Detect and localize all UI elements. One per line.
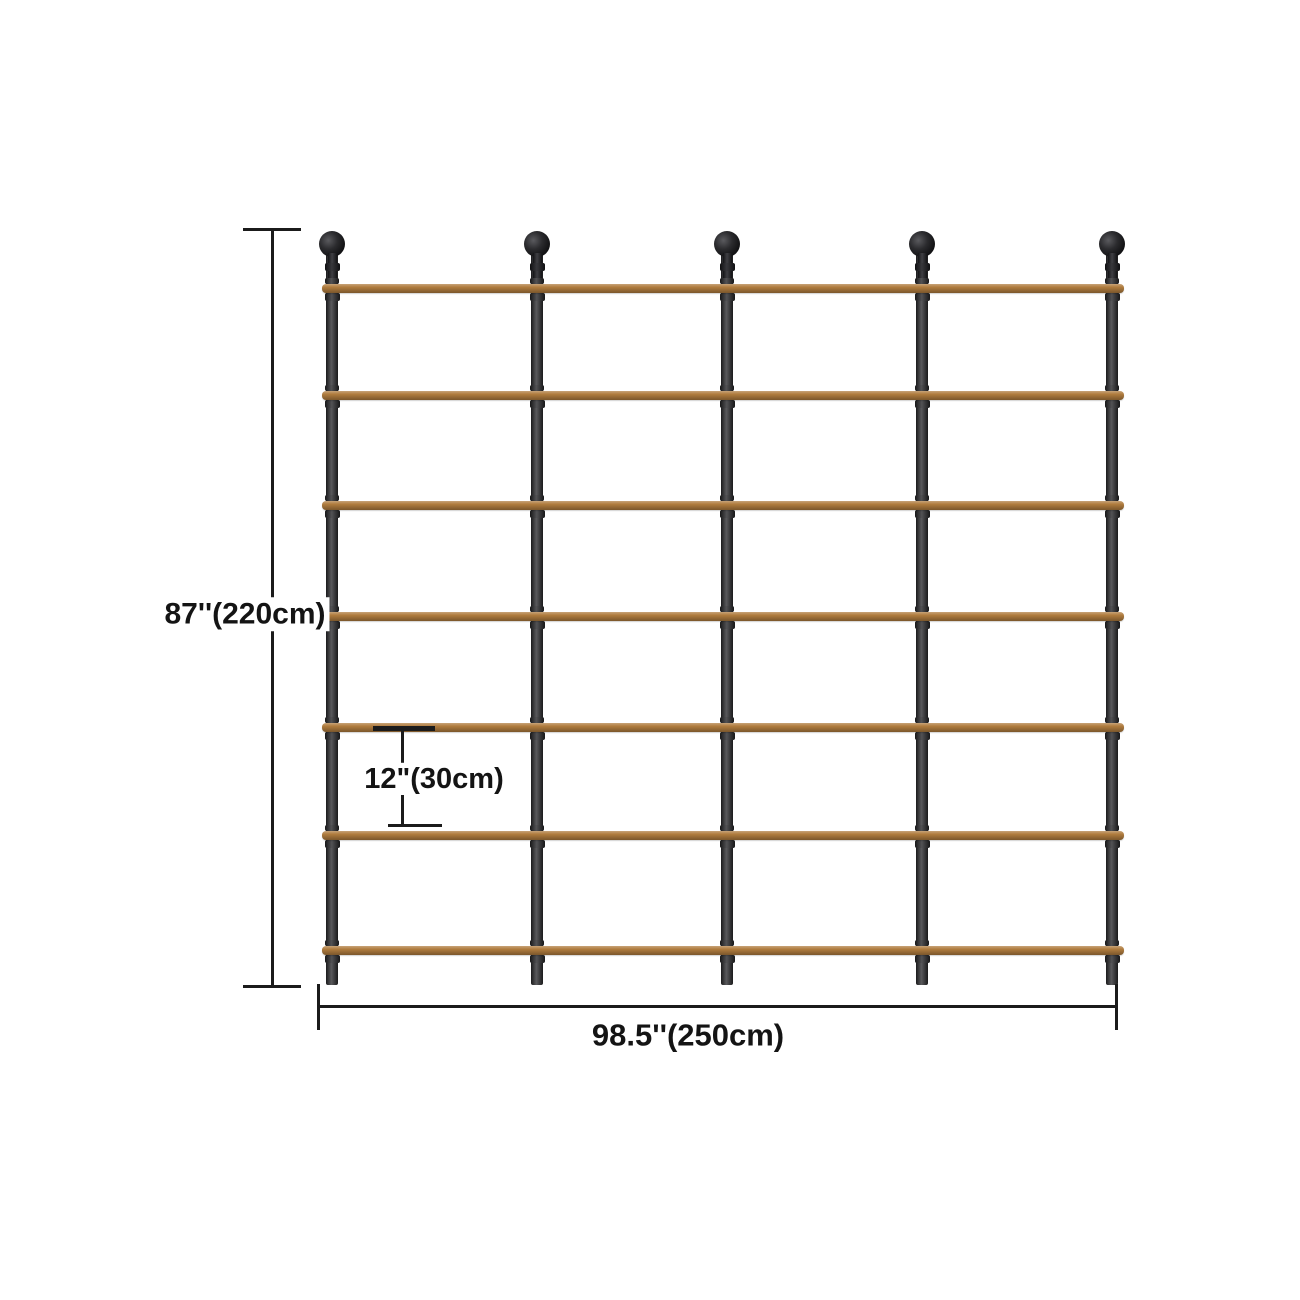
spacing-dim-bottom-tick xyxy=(388,824,442,827)
pipe-coupling xyxy=(720,940,734,946)
pipe-coupling xyxy=(914,510,930,518)
pipe-coupling xyxy=(915,940,929,946)
pipe-coupling xyxy=(914,293,930,301)
pipe-coupling xyxy=(914,840,930,848)
pipe-coupling xyxy=(324,293,340,301)
pipe-coupling xyxy=(1105,495,1119,501)
pipe-coupling xyxy=(914,732,930,740)
pipe-coupling xyxy=(325,606,339,612)
ceiling-flange-icon xyxy=(909,231,935,257)
shelf-board xyxy=(322,612,1124,621)
pipe-coupling xyxy=(720,278,734,284)
shelf-board xyxy=(322,501,1124,510)
spacing-dim-lower-line xyxy=(401,795,404,826)
pipe-coupling xyxy=(720,606,734,612)
shelf-board xyxy=(322,831,1124,840)
pipe-coupling xyxy=(529,955,545,963)
pipe-coupling xyxy=(915,278,929,284)
pipe-coupling xyxy=(720,385,734,391)
shelf-spacing-label: 12"(30cm) xyxy=(360,762,508,796)
pipe-coupling xyxy=(915,385,929,391)
pipe-coupling xyxy=(719,840,735,848)
pipe-coupling xyxy=(719,955,735,963)
pipe-coupling xyxy=(720,717,734,723)
pipe-coupling xyxy=(325,717,339,723)
pipe-coupling xyxy=(1104,732,1120,740)
width-dim-line xyxy=(318,1005,1118,1008)
spacing-dim-top-tick xyxy=(373,726,435,731)
pipe-coupling xyxy=(1105,825,1119,831)
pipe-coupling xyxy=(530,606,544,612)
pipe-coupling xyxy=(530,717,544,723)
pipe-coupling xyxy=(1104,621,1120,629)
ceiling-flange-icon xyxy=(319,231,345,257)
flange-collar xyxy=(324,263,340,271)
pipe-coupling xyxy=(325,825,339,831)
pipe-coupling xyxy=(325,278,339,284)
height-dimension-label: 87''(220cm) xyxy=(160,597,330,631)
pipe-coupling xyxy=(915,606,929,612)
pipe-coupling xyxy=(719,732,735,740)
pipe-coupling xyxy=(719,621,735,629)
shelf-board xyxy=(322,391,1124,400)
pipe-coupling xyxy=(529,621,545,629)
flange-collar xyxy=(529,263,545,271)
pipe-coupling xyxy=(915,825,929,831)
pipe-coupling xyxy=(529,732,545,740)
pipe-coupling xyxy=(324,621,340,629)
pipe-coupling xyxy=(530,385,544,391)
pipe-coupling xyxy=(529,400,545,408)
pipe-coupling xyxy=(914,955,930,963)
pipe-coupling xyxy=(325,495,339,501)
spacing-dim-upper-line xyxy=(401,731,404,763)
shelf-board xyxy=(322,723,1124,732)
pipe-coupling xyxy=(1104,840,1120,848)
pipe-coupling xyxy=(915,717,929,723)
pipe-coupling xyxy=(324,840,340,848)
pipe-coupling xyxy=(530,825,544,831)
pipe-coupling xyxy=(915,495,929,501)
pipe-coupling xyxy=(1105,940,1119,946)
ceiling-flange-icon xyxy=(1099,231,1125,257)
shelf-board xyxy=(322,946,1124,955)
pipe-coupling xyxy=(719,293,735,301)
height-dim-top-tick xyxy=(243,228,301,231)
pipe-coupling xyxy=(324,732,340,740)
pipe-coupling xyxy=(1105,385,1119,391)
shelf-board xyxy=(322,284,1124,293)
pipe-coupling xyxy=(1104,510,1120,518)
pipe-coupling xyxy=(1105,717,1119,723)
pipe-coupling xyxy=(324,510,340,518)
pipe-coupling xyxy=(1105,278,1119,284)
pipe-coupling xyxy=(324,400,340,408)
pipe-coupling xyxy=(324,955,340,963)
pipe-coupling xyxy=(1105,606,1119,612)
pipe-coupling xyxy=(325,940,339,946)
width-dim-right-tick xyxy=(1115,984,1118,1030)
pipe-coupling xyxy=(530,495,544,501)
height-dim-bottom-tick xyxy=(243,985,301,988)
ceiling-flange-icon xyxy=(714,231,740,257)
width-dimension-label: 98.5''(250cm) xyxy=(591,1017,785,1053)
pipe-coupling xyxy=(720,825,734,831)
flange-collar xyxy=(914,263,930,271)
pipe-coupling xyxy=(529,293,545,301)
pipe-coupling xyxy=(719,400,735,408)
pipe-coupling xyxy=(530,940,544,946)
flange-collar xyxy=(1104,263,1120,271)
flange-collar xyxy=(719,263,735,271)
pipe-coupling xyxy=(529,510,545,518)
pipe-coupling xyxy=(530,278,544,284)
pipe-coupling xyxy=(1104,400,1120,408)
pipe-coupling xyxy=(325,385,339,391)
ceiling-flange-icon xyxy=(524,231,550,257)
pipe-coupling xyxy=(720,495,734,501)
pipe-coupling xyxy=(914,621,930,629)
pipe-coupling xyxy=(1104,955,1120,963)
pipe-coupling xyxy=(914,400,930,408)
pipe-coupling xyxy=(529,840,545,848)
pipe-coupling xyxy=(1104,293,1120,301)
pipe-coupling xyxy=(719,510,735,518)
